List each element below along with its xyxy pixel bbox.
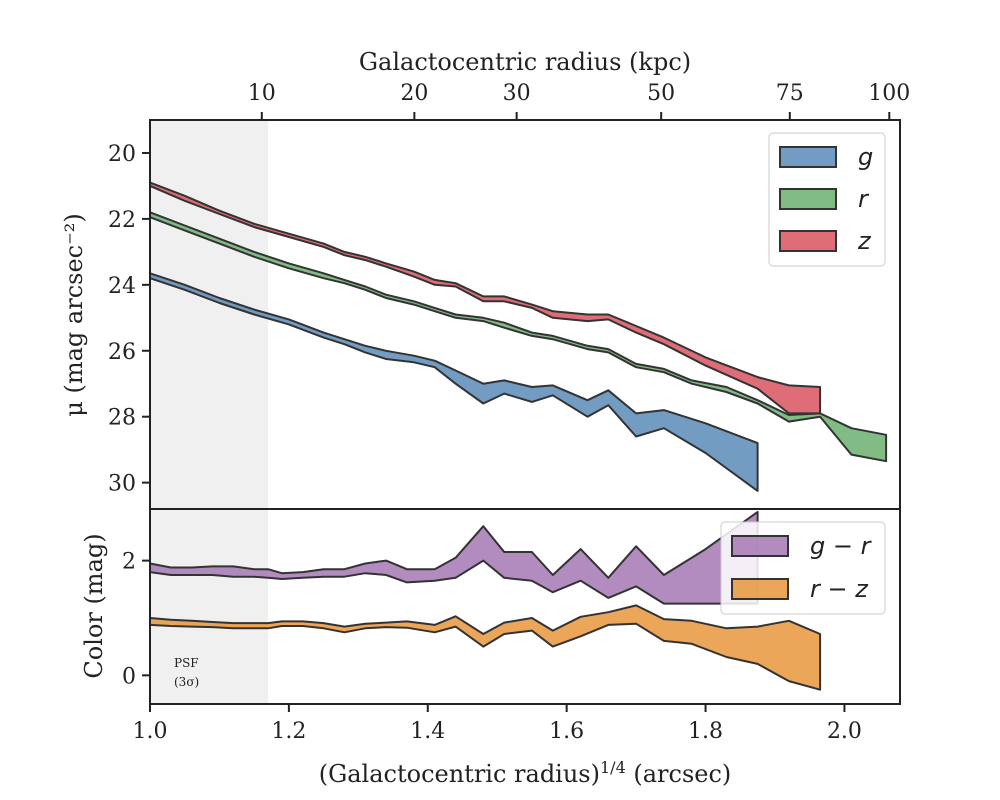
psf-shaded-region-top <box>150 120 269 509</box>
top-legend-label: z <box>857 227 872 255</box>
psf-annotation-line1: PSF <box>174 656 199 670</box>
top-y-ticks: 20 22 24 26 28 30 <box>108 142 150 497</box>
band-g <box>149 272 759 492</box>
bottom-y-axis-label: Color (mag) <box>80 533 108 678</box>
top-ytick-label: 30 <box>108 472 136 497</box>
top-legend-swatch <box>779 188 837 210</box>
band-r-z <box>149 604 822 691</box>
top-ytick-label: 28 <box>108 406 136 431</box>
kpc-xtick-label: 30 <box>503 81 531 106</box>
bottom-axes-frame <box>149 508 901 705</box>
bottom-x-axis-label: (Galactocentric radius)1/4 (arcsec) <box>319 758 732 789</box>
top-ytick-label: 26 <box>108 340 136 365</box>
kpc-xtick-label: 100 <box>868 81 910 106</box>
bottom-legend-label: r − z <box>810 575 869 603</box>
bottom-xtick-label: 1.6 <box>549 719 584 744</box>
kpc-xtick-label: 20 <box>400 81 428 106</box>
top-legend-swatch <box>779 230 837 252</box>
top-y-axis-label: μ (mag arcsec⁻²) <box>60 213 88 416</box>
bottom-xtick-label: 1.8 <box>688 719 723 744</box>
top-ytick-label: 20 <box>108 142 136 167</box>
bottom-legend: g − r r − z <box>720 521 886 615</box>
kpc-xtick-label: 75 <box>776 81 804 106</box>
kpc-xtick-label: 50 <box>647 81 675 106</box>
bottom-legend-swatch <box>731 578 789 600</box>
psf-shaded-region-bottom <box>150 509 269 704</box>
top-legend-label: g <box>858 143 873 171</box>
surface-brightness-bands <box>149 181 888 492</box>
psf-annotation-line2: (3σ) <box>174 675 199 689</box>
bottom-y-ticks: 02 <box>122 550 150 689</box>
top-x-axis-label: Galactocentric radius (kpc) <box>359 48 691 76</box>
bottom-legend-label: g − r <box>810 532 873 560</box>
top-ytick-label: 24 <box>108 274 136 299</box>
bottom-xtick-label: 1.4 <box>410 719 445 744</box>
bottom-xtick-label: 1.2 <box>271 719 306 744</box>
bottom-ytick-label: 0 <box>122 664 136 689</box>
top-legend-label: r <box>858 185 870 213</box>
top-legend-swatch <box>779 146 837 168</box>
bottom-x-ticks: 1.0 1.2 1.4 1.6 1.8 2.0 <box>133 704 862 744</box>
top-legend: grz <box>768 132 886 267</box>
band-r <box>149 211 888 463</box>
top-ytick-label: 22 <box>108 208 136 233</box>
bottom-ytick-label: 2 <box>122 550 136 575</box>
band-z <box>149 181 822 415</box>
bottom-xtick-label: 1.0 <box>133 719 168 744</box>
kpc-xtick-label: 10 <box>248 81 276 106</box>
bottom-xtick-label: 2.0 <box>827 719 862 744</box>
bottom-legend-swatch <box>731 535 789 557</box>
kpc-x-ticks: 10 20 30 50 75 100 <box>248 81 910 120</box>
color-panel: 02 1.0 1.2 1.4 1.6 1.8 2.0 Color (mag) (Galac… <box>80 508 901 789</box>
